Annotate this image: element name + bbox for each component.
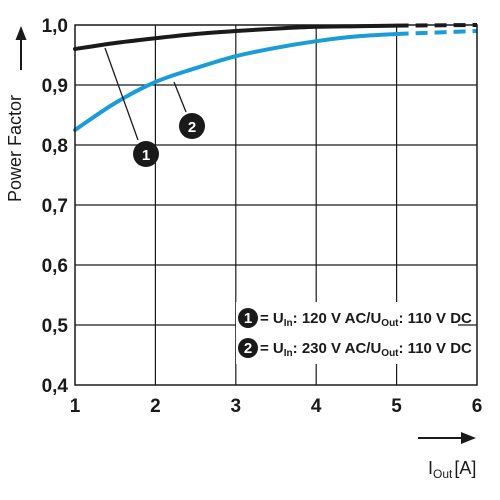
curve-annotations: 1 2 bbox=[104, 47, 205, 167]
plot-frame bbox=[74, 24, 478, 386]
y-tick-label: 0,4 bbox=[42, 376, 69, 397]
legend-badge-2-icon bbox=[238, 338, 258, 358]
y-tick-label: 0,8 bbox=[42, 136, 68, 157]
legend-1-sub-a: In bbox=[284, 318, 293, 329]
x-tick-label: 1 bbox=[70, 396, 81, 417]
legend-box bbox=[236, 302, 458, 364]
y-axis-title-group: Power Factor bbox=[5, 26, 27, 202]
legend-1-part-c: : 110 V DC bbox=[399, 310, 473, 327]
x-axis-title-main: I bbox=[428, 458, 433, 478]
annotation-2-number: 2 bbox=[188, 119, 196, 136]
x-tick-labels: 1 2 3 4 5 6 bbox=[70, 396, 483, 417]
annotation-2-badge-icon bbox=[179, 113, 205, 139]
x-tick-label: 2 bbox=[150, 396, 161, 417]
legend-2-part-a: = U bbox=[260, 340, 284, 357]
series-2-line bbox=[73, 32, 399, 132]
x-axis-title-group: IOut [A] bbox=[418, 432, 476, 481]
y-axis-arrow-icon bbox=[15, 26, 27, 40]
axes bbox=[74, 24, 478, 386]
x-axis-title-sub: Out bbox=[433, 467, 453, 481]
series-2-extrapolated-line bbox=[396, 29, 478, 36]
x-tick-label: 6 bbox=[472, 396, 483, 417]
x-tick-label: 5 bbox=[391, 396, 402, 417]
legend-1-part-a: = U bbox=[260, 310, 284, 327]
series-1-line bbox=[73, 23, 399, 51]
legend-2-sub-a: In bbox=[284, 348, 293, 359]
legend-1-sub-b: Out bbox=[381, 318, 399, 329]
legend-1-part-b: : 120 V AC/U bbox=[293, 310, 382, 327]
legend-2-sub-b: Out bbox=[381, 348, 399, 359]
x-tick-label: 4 bbox=[311, 396, 322, 417]
x-axis-title-unit: [A] bbox=[454, 458, 476, 478]
x-tick-label: 3 bbox=[231, 396, 242, 417]
y-tick-label: 0,7 bbox=[42, 196, 68, 217]
annotation-1-leader-line bbox=[104, 47, 139, 141]
annotation-1-number: 1 bbox=[142, 147, 150, 164]
legend-badge-2-number: 2 bbox=[244, 340, 252, 357]
y-tick-labels: 0,4 0,5 0,6 0,7 0,8 0,9 1,0 bbox=[42, 16, 69, 397]
y-tick-label: 1,0 bbox=[42, 16, 68, 37]
y-tick-label: 0,5 bbox=[42, 316, 69, 337]
legend-badge-1-number: 1 bbox=[244, 310, 252, 327]
legend-entry-1: 1 = UIn: 120 V AC/UOut: 110 V DC bbox=[238, 308, 472, 329]
legend-text-2: = UIn: 230 V AC/UOut: 110 V DC bbox=[260, 340, 472, 359]
x-axis-arrow-icon bbox=[461, 432, 476, 444]
annotation-1-badge-icon bbox=[133, 141, 159, 167]
x-axis-title: IOut [A] bbox=[428, 458, 476, 481]
annotation-2-leader-line bbox=[173, 81, 187, 113]
legend: 1 = UIn: 120 V AC/UOut: 110 V DC 2 = UIn… bbox=[236, 302, 472, 364]
series-layer bbox=[73, 23, 478, 132]
legend-badge-1-icon bbox=[238, 308, 258, 328]
legend-entry-2: 2 = UIn: 230 V AC/UOut: 110 V DC bbox=[238, 338, 472, 359]
y-axis-title: Power Factor bbox=[5, 95, 25, 202]
legend-text-1: = UIn: 120 V AC/UOut: 110 V DC bbox=[260, 310, 472, 329]
y-tick-label: 0,6 bbox=[42, 256, 68, 277]
legend-2-part-c: : 110 V DC bbox=[399, 340, 473, 357]
legend-2-part-b: : 230 V AC/U bbox=[293, 340, 382, 357]
y-tick-label: 0,9 bbox=[42, 76, 68, 97]
